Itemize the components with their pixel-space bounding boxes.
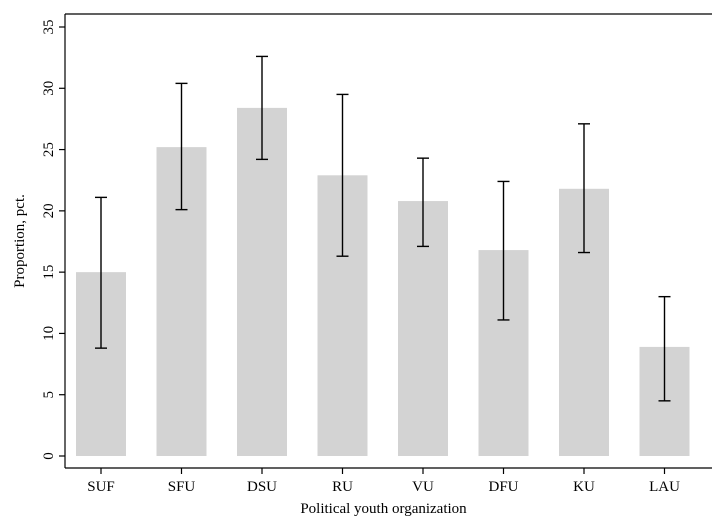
y-tick-label-25: 25 bbox=[41, 142, 57, 157]
y-tick-label-0: 0 bbox=[41, 452, 57, 460]
y-tick-label-15: 15 bbox=[41, 265, 57, 280]
y-axis-title: Proportion, pct. bbox=[12, 194, 28, 288]
x-tick-label-suf: SUF bbox=[87, 479, 115, 495]
x-tick-label-lau: LAU bbox=[649, 479, 680, 495]
axes-group: 0 5 10 15 20 25 30 35 SUF SFU DSU RU VU DFU KU LAU bbox=[41, 13, 712, 495]
bar-dsu bbox=[237, 107, 287, 456]
y-tick-label-30: 30 bbox=[41, 81, 57, 96]
x-tick-label-dsu: DSU bbox=[247, 479, 277, 495]
x-tick-label-dfu: DFU bbox=[488, 479, 518, 495]
x-tick-label-ru: RU bbox=[332, 479, 353, 495]
x-tick-label-sfu: SFU bbox=[168, 479, 196, 495]
x-tick-label-vu: VU bbox=[412, 479, 434, 495]
error-bars-group bbox=[95, 55, 671, 402]
y-tick-label-35: 35 bbox=[41, 20, 57, 35]
y-tick-label-5: 5 bbox=[41, 391, 57, 399]
y-tick-label-20: 20 bbox=[41, 203, 57, 218]
bars-group bbox=[76, 107, 690, 456]
y-tick-label-10: 10 bbox=[41, 326, 57, 341]
x-tick-label-ku: KU bbox=[573, 479, 595, 495]
x-axis-title: Political youth organization bbox=[300, 501, 467, 516]
